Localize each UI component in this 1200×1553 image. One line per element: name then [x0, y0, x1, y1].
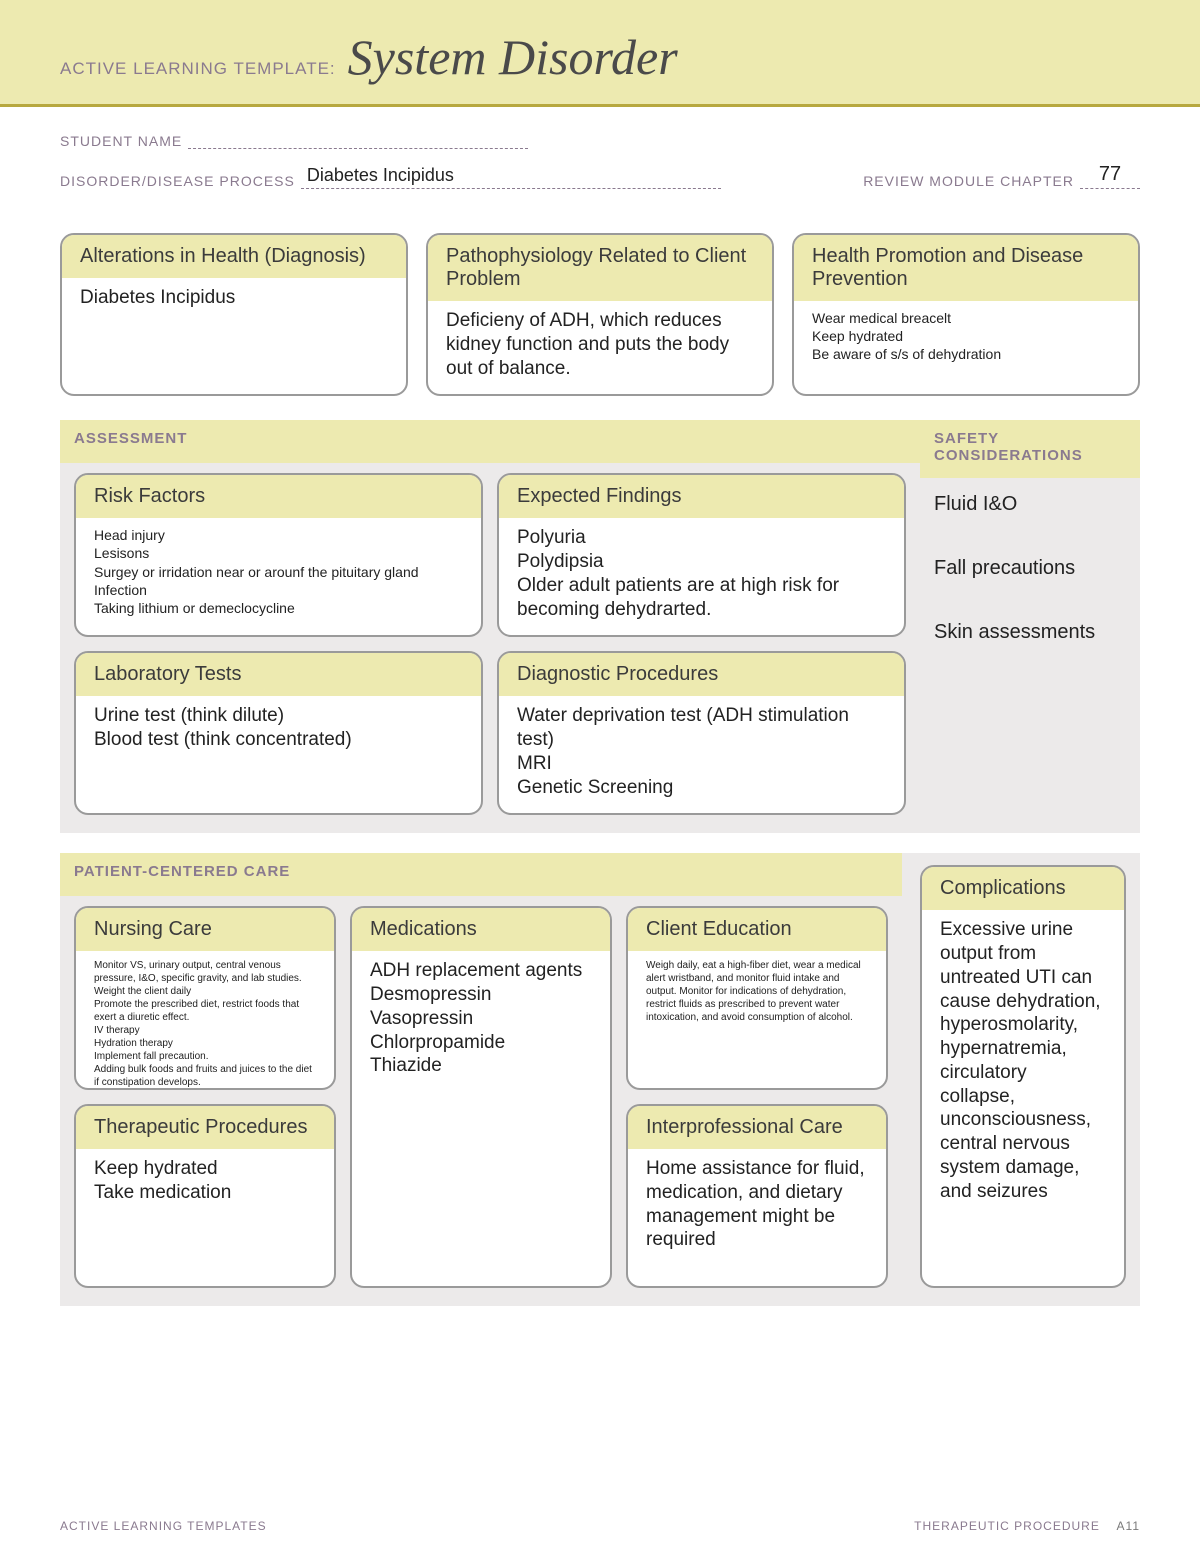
- medications-body: ADH replacement agents Desmopressin Vaso…: [352, 951, 610, 1092]
- client-education-title: Client Education: [628, 908, 886, 951]
- interprofessional-care-title: Interprofessional Care: [628, 1106, 886, 1149]
- footer-left: ACTIVE LEARNING TEMPLATES: [60, 1519, 267, 1533]
- health-promotion-card: Health Promotion and Disease Prevention …: [792, 233, 1140, 396]
- safety-label: SAFETY CONSIDERATIONS: [934, 430, 1126, 464]
- complications-body: Excessive urine output from untreated UT…: [922, 910, 1124, 1217]
- disorder-label: DISORDER/DISEASE PROCESS: [60, 173, 295, 189]
- nursing-care-title: Nursing Care: [76, 908, 334, 951]
- disorder-field[interactable]: Diabetes Incipidus: [301, 165, 721, 189]
- pcc-col-1: Nursing Care Monitor VS, urinary output,…: [74, 906, 336, 1288]
- alterations-card: Alterations in Health (Diagnosis) Diabet…: [60, 233, 408, 396]
- footer-right: THERAPEUTIC PROCEDURE A11: [914, 1519, 1140, 1533]
- pathophysiology-title: Pathophysiology Related to Client Proble…: [428, 235, 772, 301]
- nursing-care-card: Nursing Care Monitor VS, urinary output,…: [74, 906, 336, 1090]
- banner-title: System Disorder: [348, 28, 678, 86]
- therapeutic-procedures-body: Keep hydrated Take medication: [76, 1149, 334, 1219]
- pcc-columns: Nursing Care Monitor VS, urinary output,…: [74, 906, 888, 1288]
- student-name-field[interactable]: [188, 146, 528, 149]
- therapeutic-procedures-title: Therapeutic Procedures: [76, 1106, 334, 1149]
- diagnostic-procedures-card: Diagnostic Procedures Water deprivation …: [497, 651, 906, 815]
- banner: ACTIVE LEARNING TEMPLATE: System Disorde…: [0, 0, 1200, 107]
- health-promotion-body: Wear medical breacelt Keep hydrated Be a…: [794, 301, 1138, 378]
- page: ACTIVE LEARNING TEMPLATE: System Disorde…: [0, 0, 1200, 1553]
- client-education-body: Weigh daily, eat a high-fiber diet, wear…: [628, 951, 886, 1038]
- footer-page: A11: [1117, 1519, 1140, 1533]
- assessment-main: ASSESSMENT Risk Factors Head injury Lesi…: [60, 420, 920, 833]
- pcc-col-3: Client Education Weigh daily, eat a high…: [626, 906, 888, 1288]
- pathophysiology-card: Pathophysiology Related to Client Proble…: [426, 233, 774, 396]
- risk-factors-title: Risk Factors: [76, 475, 481, 518]
- interprofessional-care-body: Home assistance for fluid, medication, a…: [628, 1149, 886, 1266]
- safety-side: SAFETY CONSIDERATIONS Fluid I&O Fall pre…: [920, 420, 1140, 833]
- nursing-care-body: Monitor VS, urinary output, central veno…: [76, 951, 334, 1090]
- lab-tests-title: Laboratory Tests: [76, 653, 481, 696]
- assessment-grid: Risk Factors Head injury Lesisons Surgey…: [74, 473, 906, 815]
- patient-centered-section: PATIENT-CENTERED CARE Nursing Care Monit…: [60, 853, 1140, 1306]
- top-row: Alterations in Health (Diagnosis) Diabet…: [0, 223, 1200, 420]
- diagnostic-procedures-body: Water deprivation test (ADH stimulation …: [499, 696, 904, 813]
- therapeutic-procedures-card: Therapeutic Procedures Keep hydrated Tak…: [74, 1104, 336, 1288]
- interprofessional-care-card: Interprofessional Care Home assistance f…: [626, 1104, 888, 1288]
- risk-factors-card: Risk Factors Head injury Lesisons Surgey…: [74, 473, 483, 637]
- lab-tests-card: Laboratory Tests Urine test (think dilut…: [74, 651, 483, 815]
- pathophysiology-body: Deficieny of ADH, which reduces kidney f…: [428, 301, 772, 394]
- alterations-body: Diabetes Incipidus: [62, 278, 406, 324]
- client-education-card: Client Education Weigh daily, eat a high…: [626, 906, 888, 1090]
- expected-findings-title: Expected Findings: [499, 475, 904, 518]
- complications-title: Complications: [922, 867, 1124, 910]
- pcc-head: PATIENT-CENTERED CARE: [60, 853, 902, 896]
- complications-side: Complications Excessive urine output fro…: [920, 853, 1140, 1306]
- student-name-label: STUDENT NAME: [60, 133, 182, 149]
- complications-card: Complications Excessive urine output fro…: [920, 865, 1126, 1288]
- safety-head: SAFETY CONSIDERATIONS: [920, 420, 1140, 478]
- meta-row-student: STUDENT NAME: [60, 133, 1140, 149]
- chapter-field[interactable]: 77: [1080, 163, 1140, 189]
- lab-tests-body: Urine test (think dilute) Blood test (th…: [76, 696, 481, 766]
- safety-body: Fluid I&O Fall precautions Skin assessme…: [934, 488, 1126, 648]
- health-promotion-title: Health Promotion and Disease Prevention: [794, 235, 1138, 301]
- chapter-label: REVIEW MODULE CHAPTER: [863, 173, 1074, 189]
- assessment-head: ASSESSMENT: [60, 420, 920, 463]
- footer: ACTIVE LEARNING TEMPLATES THERAPEUTIC PR…: [60, 1519, 1140, 1533]
- banner-label: ACTIVE LEARNING TEMPLATE:: [60, 59, 336, 79]
- medications-card: Medications ADH replacement agents Desmo…: [350, 906, 612, 1288]
- pcc-main: PATIENT-CENTERED CARE Nursing Care Monit…: [60, 853, 902, 1306]
- meta-block: STUDENT NAME DISORDER/DISEASE PROCESS Di…: [0, 107, 1200, 223]
- assessment-section: ASSESSMENT Risk Factors Head injury Lesi…: [60, 420, 1140, 833]
- meta-row-disorder: DISORDER/DISEASE PROCESS Diabetes Incipi…: [60, 163, 1140, 189]
- alterations-title: Alterations in Health (Diagnosis): [62, 235, 406, 278]
- risk-factors-body: Head injury Lesisons Surgey or irridatio…: [76, 518, 481, 631]
- footer-right-label: THERAPEUTIC PROCEDURE: [914, 1519, 1100, 1533]
- pcc-label: PATIENT-CENTERED CARE: [74, 863, 888, 880]
- assessment-label: ASSESSMENT: [74, 430, 906, 447]
- pcc-col-2: Medications ADH replacement agents Desmo…: [350, 906, 612, 1288]
- medications-title: Medications: [352, 908, 610, 951]
- expected-findings-body: Polyuria Polydipsia Older adult patients…: [499, 518, 904, 635]
- diagnostic-procedures-title: Diagnostic Procedures: [499, 653, 904, 696]
- expected-findings-card: Expected Findings Polyuria Polydipsia Ol…: [497, 473, 906, 637]
